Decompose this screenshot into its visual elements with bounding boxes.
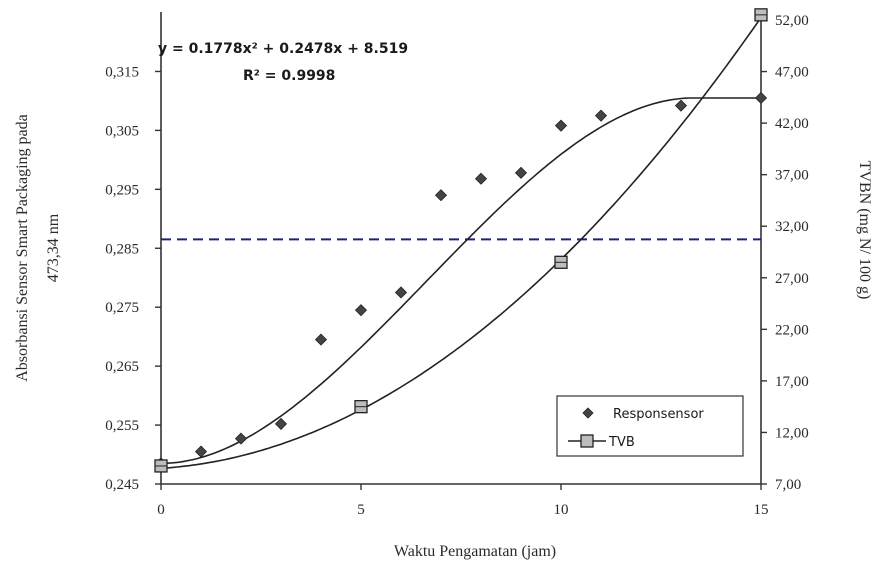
right-tick-label: 37,00	[775, 168, 809, 184]
x-tick-label: 15	[754, 502, 769, 518]
sensor-point	[474, 172, 488, 185]
left-tick-label: 0,265	[105, 359, 139, 375]
left-tick-label: 0,275	[105, 300, 139, 316]
equation-label: y = 0.1778x² + 0.2478x + 8.519	[158, 41, 408, 57]
left-tick-label: 0,255	[105, 418, 139, 434]
left-tick-label: 0,295	[105, 182, 139, 198]
right-tick-labels: 7,00 12,00 17,00 22,00 27,00 32,00 37,00 42,00 4…	[761, 13, 809, 493]
right-tick-label: 27,00	[775, 271, 809, 287]
sensor-point	[274, 417, 288, 430]
tvb-fit-curve	[160, 17, 762, 470]
x-tick-label: 5	[357, 502, 365, 518]
y-axis-left-title-line1: Absorbansi Sensor Smart Packaging pada	[14, 114, 31, 382]
sensor-point	[434, 189, 448, 202]
right-tick-label: 52,00	[775, 13, 809, 29]
right-tick-label: 22,00	[775, 322, 809, 338]
sensor-point	[234, 432, 248, 445]
sensor-point	[754, 91, 768, 105]
right-tick-label: 32,00	[775, 219, 809, 235]
sensor-point	[594, 109, 608, 122]
sensor-point	[314, 333, 328, 346]
sensor-point	[674, 99, 688, 112]
y-axis-right-title: TVBN (mg N/ 100 g)	[856, 161, 873, 300]
left-tick-label: 0,305	[105, 123, 139, 139]
sensor-point	[554, 119, 568, 132]
x-tick-labels: 0 5 10 15	[157, 484, 769, 518]
x-axis-title: Waktu Pengamatan (jam)	[394, 543, 556, 560]
legend-sensor-label: Responsensor	[613, 407, 704, 422]
sensor-point	[394, 286, 408, 299]
tvb-points	[154, 8, 768, 473]
right-tick-label: 12,00	[775, 425, 809, 441]
r-squared-label: R² = 0.9998	[243, 68, 335, 84]
legend-sensor-marker	[582, 407, 594, 419]
legend-tvb-marker	[580, 434, 594, 448]
right-tick-label: 7,00	[775, 477, 801, 493]
legend-square	[580, 434, 594, 448]
sensor-point	[514, 166, 528, 179]
legend: Responsensor TVB	[556, 395, 744, 457]
sensor-fit-curve	[160, 97, 761, 465]
left-tick-label: 0,285	[105, 241, 139, 257]
x-tick-label: 0	[157, 502, 165, 518]
x-tick-label: 10	[554, 502, 569, 518]
left-tick-label: 0,245	[105, 477, 139, 493]
right-tick-label: 47,00	[775, 65, 809, 81]
left-tick-labels: 0,245 0,255 0,265 0,275 0,285 0,295 0,305 0,315	[105, 64, 161, 493]
left-tick-label: 0,315	[105, 64, 139, 80]
y-axis-left-title-line2: 473,34 nm	[45, 213, 62, 282]
sensor-point	[354, 304, 368, 317]
legend-tvb-label: TVB	[608, 435, 635, 450]
sensor-point	[194, 445, 208, 458]
sensor-points	[154, 91, 768, 470]
right-tick-label: 17,00	[775, 374, 809, 390]
legend-diamond	[582, 407, 594, 419]
right-tick-label: 42,00	[775, 116, 809, 132]
